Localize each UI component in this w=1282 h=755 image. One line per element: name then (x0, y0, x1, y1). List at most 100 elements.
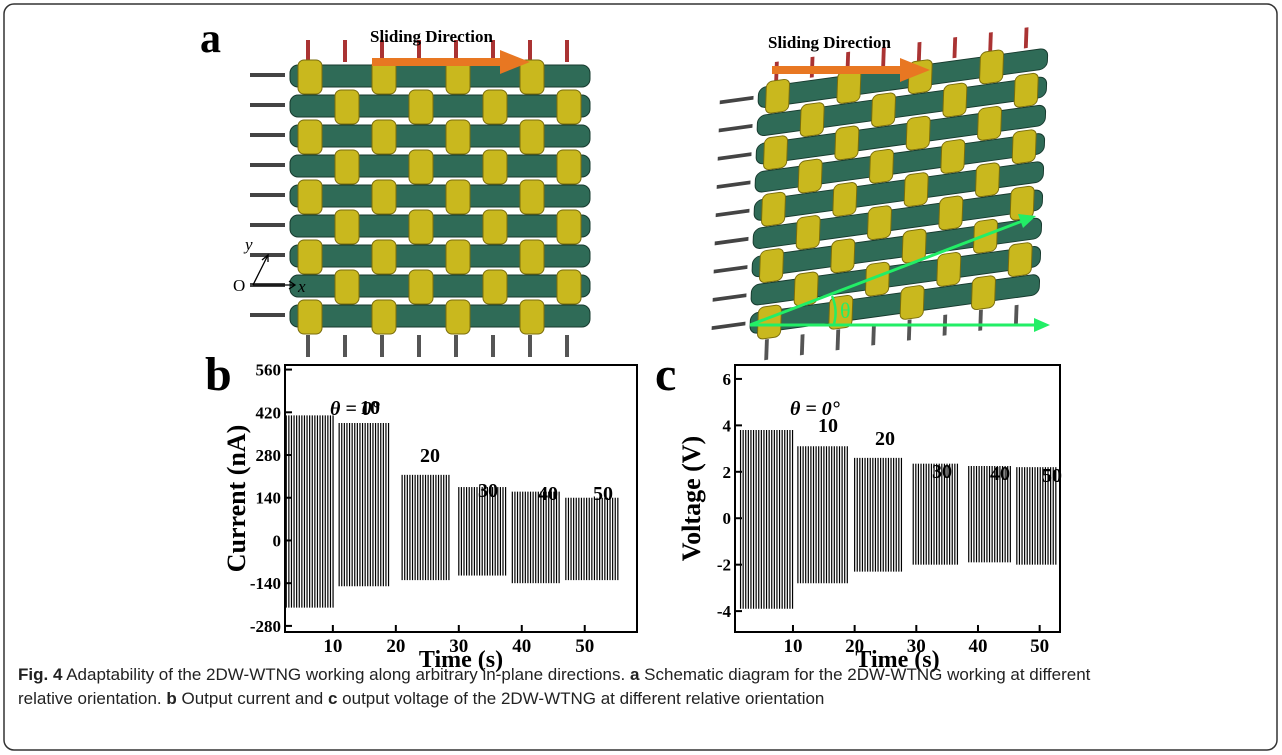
weft-strand (903, 172, 929, 207)
x-tick-label: 20 (845, 636, 864, 657)
x-tick-label: 10 (323, 636, 342, 657)
weft-strand (797, 158, 823, 194)
x-axis-label: Time (s) (855, 647, 939, 673)
x-tick-label: 30 (449, 636, 468, 657)
weft-strand (942, 82, 968, 118)
x-tick-label: 20 (386, 636, 405, 657)
weft-strand (482, 269, 508, 305)
y-tick-label: -2 (717, 556, 731, 575)
weft-strand (297, 299, 323, 335)
panel-label: c (655, 348, 676, 401)
fiber-end (719, 95, 754, 105)
annotation: θ = 0° (330, 398, 380, 420)
weft-strand (482, 149, 508, 185)
weft-strand (1011, 129, 1037, 165)
weft-strand (334, 209, 360, 245)
weft-strand (445, 119, 471, 155)
warp-strand (756, 76, 1048, 137)
caption-line: relative orientation. b Output current a… (18, 689, 824, 708)
annotation: 10 (360, 397, 380, 419)
weft-strand (977, 106, 1002, 141)
warp-strand (753, 161, 1045, 221)
weft-strand (556, 269, 582, 305)
warp-strand (289, 94, 591, 118)
weft-strand (482, 89, 508, 125)
fiber-end (871, 324, 876, 346)
x-tick-label: 40 (968, 636, 987, 657)
warp-strand (289, 244, 591, 268)
fiber-end (712, 293, 747, 302)
axis-origin-icon: O (233, 276, 245, 295)
annotation: 50 (593, 483, 613, 505)
weft-strand (408, 89, 434, 125)
x-axis-label: Time (s) (419, 647, 503, 673)
fiber-end (718, 124, 753, 133)
weft-strand (297, 119, 323, 155)
annotation: 40 (538, 483, 558, 505)
weft-strand (408, 269, 434, 305)
fiber-end (713, 265, 748, 274)
figure-border (3, 3, 1278, 751)
caption-ref: c (328, 689, 337, 708)
fiber-end (881, 46, 886, 69)
fabric-left (250, 40, 591, 357)
weft-strand (482, 209, 508, 245)
warp-strand (751, 217, 1043, 278)
y-tick-label: 280 (256, 446, 282, 465)
weft-strand (408, 149, 434, 185)
chart: b -280 -140 0 140 280 420 560 10 20 30 40 50 Time (s)… (205, 348, 638, 673)
annotation: 20 (420, 445, 440, 467)
y-tick-label: -140 (250, 574, 281, 593)
y-tick-label: 6 (723, 370, 732, 389)
sliding-label: Sliding Direction (370, 27, 493, 46)
weft-strand (445, 299, 471, 335)
x-tick-label: 10 (783, 636, 802, 657)
weft-strand (371, 179, 397, 215)
weft-strand (556, 209, 582, 245)
y-tick-label: 0 (723, 509, 732, 528)
weft-strand (869, 148, 894, 184)
fiber-end (906, 319, 912, 341)
weft-strand (761, 191, 786, 227)
warp-strand (289, 184, 591, 208)
warp-strand (289, 124, 591, 148)
weft-strand (519, 299, 545, 335)
x-tick-label: 50 (1030, 636, 1049, 657)
y-tick-label: 2 (723, 463, 732, 482)
weft-strand (556, 149, 582, 185)
weft-strand (1007, 242, 1033, 277)
weft-strand (759, 248, 784, 283)
weft-strand (334, 149, 360, 185)
annotation: θ = 0° (790, 398, 840, 420)
warp-strand (754, 133, 1046, 193)
fiber-end (988, 32, 993, 54)
warp-strand (289, 154, 591, 178)
fiber-end (711, 321, 746, 330)
weft-strand (871, 92, 896, 128)
annotation: 10 (818, 415, 838, 437)
schematic (250, 27, 1049, 361)
chart: c -4 -2 0 2 4 6 10 20 30 40 50 Time (s) Voltage (V) θ … (655, 348, 1062, 673)
fiber-end (1013, 304, 1019, 326)
weft-strand (836, 69, 862, 104)
weft-strand (765, 78, 790, 114)
warp-strand (289, 274, 591, 298)
weft-strand (799, 102, 825, 137)
annotation: 40 (990, 463, 1010, 485)
weft-strand (334, 89, 360, 125)
x-tick-label: 40 (512, 636, 531, 657)
weft-strand (905, 115, 931, 151)
sliding-arrow (372, 50, 930, 82)
weft-strand (867, 205, 892, 241)
warp-strand (755, 104, 1047, 165)
panel-label: b (205, 348, 232, 401)
caption-text: Output current and (177, 689, 328, 708)
caption-text: output voltage of the 2DW-WTNG at differ… (337, 689, 824, 708)
weft-strand (297, 59, 323, 95)
fiber-end (835, 329, 841, 351)
weft-strand (975, 162, 1000, 198)
axes-icon (252, 253, 297, 290)
weft-strand (830, 238, 856, 274)
y-tick-label: 560 (256, 361, 282, 380)
